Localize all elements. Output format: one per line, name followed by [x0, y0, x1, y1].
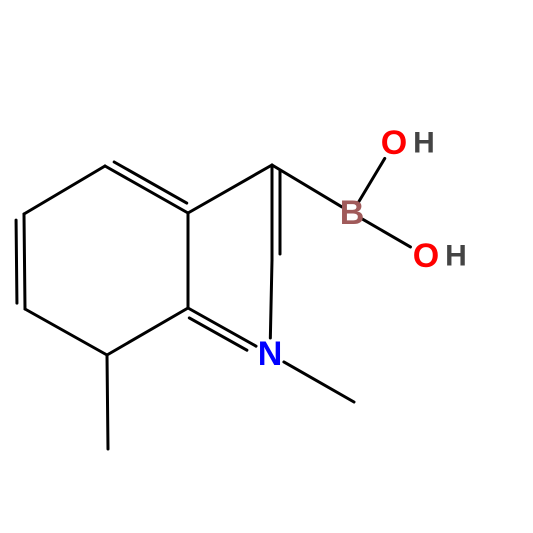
bond-line	[189, 318, 247, 350]
bond-line	[25, 309, 107, 355]
atom-label-h: H	[413, 127, 435, 160]
bond-line	[105, 166, 188, 213]
atom-label-o: O	[381, 124, 407, 162]
bond-line	[188, 165, 272, 213]
atom-label-b: B	[340, 194, 365, 232]
bond-line	[16, 220, 17, 303]
bond-line	[114, 162, 187, 203]
atom-label-o: O	[413, 237, 439, 275]
molecule-canvas: BOONHH	[0, 0, 533, 533]
bond-line	[188, 308, 256, 346]
atom-labels-group: BOONHH	[258, 124, 467, 373]
bond-line	[107, 355, 108, 449]
bond-line	[272, 165, 342, 207]
bond-line	[270, 260, 272, 338]
atom-label-h: H	[445, 240, 467, 273]
bond-line	[362, 219, 410, 247]
bond-line	[284, 362, 354, 402]
bond-line	[24, 214, 25, 309]
bond-line	[24, 166, 105, 214]
bond-line	[107, 308, 188, 355]
atom-label-n: N	[258, 335, 283, 373]
